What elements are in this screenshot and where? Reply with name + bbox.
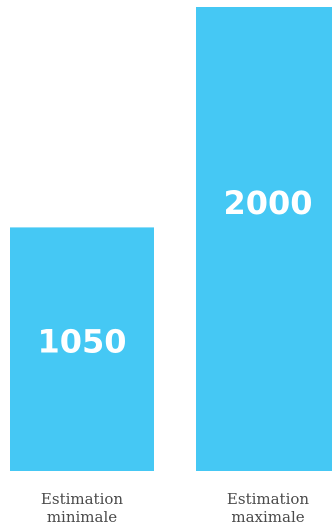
bar-value-label-1: 2000	[223, 184, 312, 222]
category-label-1-line-1: maximale	[231, 508, 304, 526]
category-label-0-line-0: Estimation	[41, 490, 123, 508]
category-label-1-line-0: Estimation	[227, 490, 309, 508]
bar-1	[196, 7, 332, 471]
bar-0	[10, 227, 154, 471]
category-label-0-line-1: minimale	[47, 508, 117, 526]
bar-value-label-0: 1050	[37, 322, 126, 360]
